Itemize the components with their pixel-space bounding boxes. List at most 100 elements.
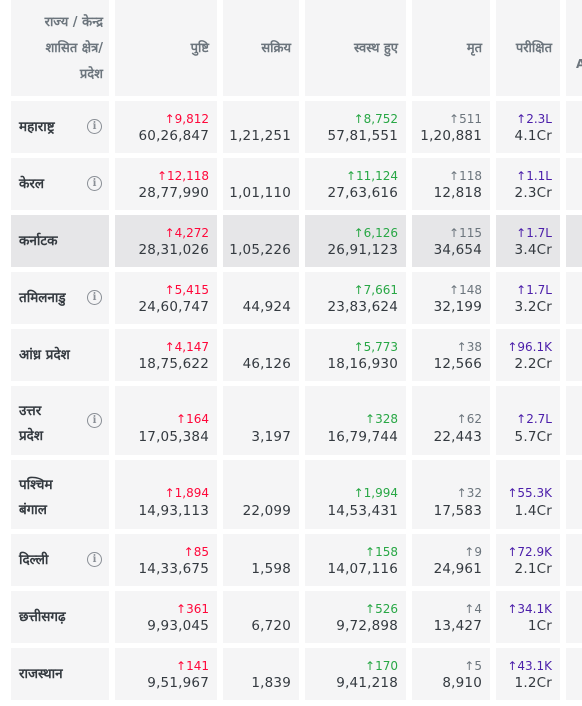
active-value: 6,720 [251,618,291,634]
header-state[interactable]: राज्य / केन्द्र शासित क्षेत्र/ प्रदेश [11,0,109,96]
state-cell[interactable]: उत्तर प्रदेश i [11,386,109,455]
state-name: केरल [19,176,45,192]
deceased-value: 1,20,881 [420,128,482,144]
tested-delta: ↑72.9K [507,545,552,559]
state-cell[interactable]: पश्चिम बंगाल [11,460,109,529]
header-active[interactable]: सक्रिय [223,0,299,96]
active-value: 3,197 [251,429,291,445]
state-name-line1: पश्चिम [19,477,53,493]
tested-value: 1Cr [527,618,552,634]
header-recovered-label: स्वस्थ हुए [353,41,398,56]
recovered-value: 23,83,624 [327,299,398,315]
info-icon[interactable]: i [87,176,102,191]
state-name: आंध्र प्रदेश [19,347,70,363]
recovered-cell: ↑6,126 26,91,123 [305,215,406,267]
header-active-label: सक्रिय [261,41,291,56]
tested-value: 1.4Cr [514,503,552,519]
active-value: 1,598 [251,561,291,577]
tested-cell: ↑72.9K 2.1Cr [496,534,560,586]
tested-cell: ↑2.7L 5.7Cr [496,386,560,455]
deceased-cell: ↑115 34,654 [412,215,490,267]
partial-cell [566,591,582,643]
confirmed-delta: ↑141 [176,659,209,673]
deceased-delta: ↑118 [449,169,482,183]
recovered-delta: ↑526 [365,602,398,616]
recovered-value: 14,53,431 [327,503,398,519]
partial-cell [566,329,582,381]
header-state-line2: शासित क्षेत्र/ [45,41,103,56]
deceased-delta: ↑32 [456,486,482,500]
state-cell[interactable]: दिल्ली i [11,534,109,586]
partial-cell [566,158,582,210]
partial-cell [566,648,582,700]
header-partial[interactable]: A [566,0,582,96]
info-icon[interactable]: i [87,119,102,134]
partial-cell [566,460,582,529]
tested-cell: ↑43.1K 1.2Cr [496,648,560,700]
state-cell[interactable]: आंध्र प्रदेश [11,329,109,381]
deceased-cell: ↑511 1,20,881 [412,101,490,153]
deceased-cell: ↑32 17,583 [412,460,490,529]
state-name: तमिलनाडु [19,290,66,306]
recovered-value: 18,16,930 [327,356,398,372]
state-cell[interactable]: महाराष्ट्र i [11,101,109,153]
tested-delta: ↑1.1L [516,169,552,183]
confirmed-cell: ↑1,894 14,93,113 [115,460,217,529]
header-tested[interactable]: परीक्षित [496,0,560,96]
active-value: 1,01,110 [229,185,291,201]
header-deceased[interactable]: मृत [412,0,490,96]
tested-delta: ↑1.7L [516,226,552,240]
deceased-delta: ↑148 [449,283,482,297]
recovered-delta: ↑11,124 [345,169,398,183]
state-name: महाराष्ट्र [19,119,55,135]
confirmed-cell: ↑12,118 28,77,990 [115,158,217,210]
confirmed-delta: ↑164 [176,412,209,426]
info-icon[interactable]: i [87,290,102,305]
deceased-value: 13,427 [433,618,482,634]
recovered-cell: ↑170 9,41,218 [305,648,406,700]
recovered-cell: ↑5,773 18,16,930 [305,329,406,381]
header-tested-label: परीक्षित [515,41,552,56]
deceased-value: 17,583 [433,503,482,519]
state-cell[interactable]: कर्नाटक [11,215,109,267]
state-name: दिल्ली [19,552,49,568]
deceased-cell: ↑5 8,910 [412,648,490,700]
recovered-cell: ↑11,124 27,63,616 [305,158,406,210]
recovered-delta: ↑328 [365,412,398,426]
tested-cell: ↑1.1L 2.3Cr [496,158,560,210]
header-recovered[interactable]: स्वस्थ हुए [305,0,406,96]
deceased-value: 12,566 [433,356,482,372]
deceased-cell: ↑4 13,427 [412,591,490,643]
state-name-line2: बंगाल [19,502,47,518]
state-cell[interactable]: केरल i [11,158,109,210]
state-cell[interactable]: तमिलनाडु i [11,272,109,324]
confirmed-value: 17,05,384 [138,429,209,445]
deceased-value: 12,818 [433,185,482,201]
active-value: 1,839 [251,675,291,691]
tested-delta: ↑43.1K [507,659,552,673]
confirmed-value: 24,60,747 [138,299,209,315]
deceased-delta: ↑62 [456,412,482,426]
info-icon[interactable]: i [87,413,102,428]
active-value: 22,099 [242,503,291,519]
confirmed-value: 9,93,045 [147,618,209,634]
partial-cell [566,534,582,586]
recovered-cell: ↑8,752 57,81,551 [305,101,406,153]
active-cell: 1,01,110 [223,158,299,210]
recovered-delta: ↑5,773 [353,340,398,354]
active-cell: 1,598 [223,534,299,586]
recovered-cell: ↑328 16,79,744 [305,386,406,455]
tested-cell: ↑1.7L 3.2Cr [496,272,560,324]
recovered-cell: ↑158 14,07,116 [305,534,406,586]
tested-value: 4.1Cr [514,128,552,144]
state-cell[interactable]: छत्तीसगढ़ [11,591,109,643]
active-value: 44,924 [242,299,291,315]
header-state-line1: राज्य / केन्द्र [44,15,103,30]
state-cell[interactable]: राजस्थान [11,648,109,700]
header-partial-label: A [576,57,582,71]
partial-cell [566,386,582,455]
state-name-line1: उत्तर [19,403,42,419]
info-icon[interactable]: i [87,552,102,567]
header-confirmed[interactable]: पुष्टि [115,0,217,96]
partial-cell [566,272,582,324]
